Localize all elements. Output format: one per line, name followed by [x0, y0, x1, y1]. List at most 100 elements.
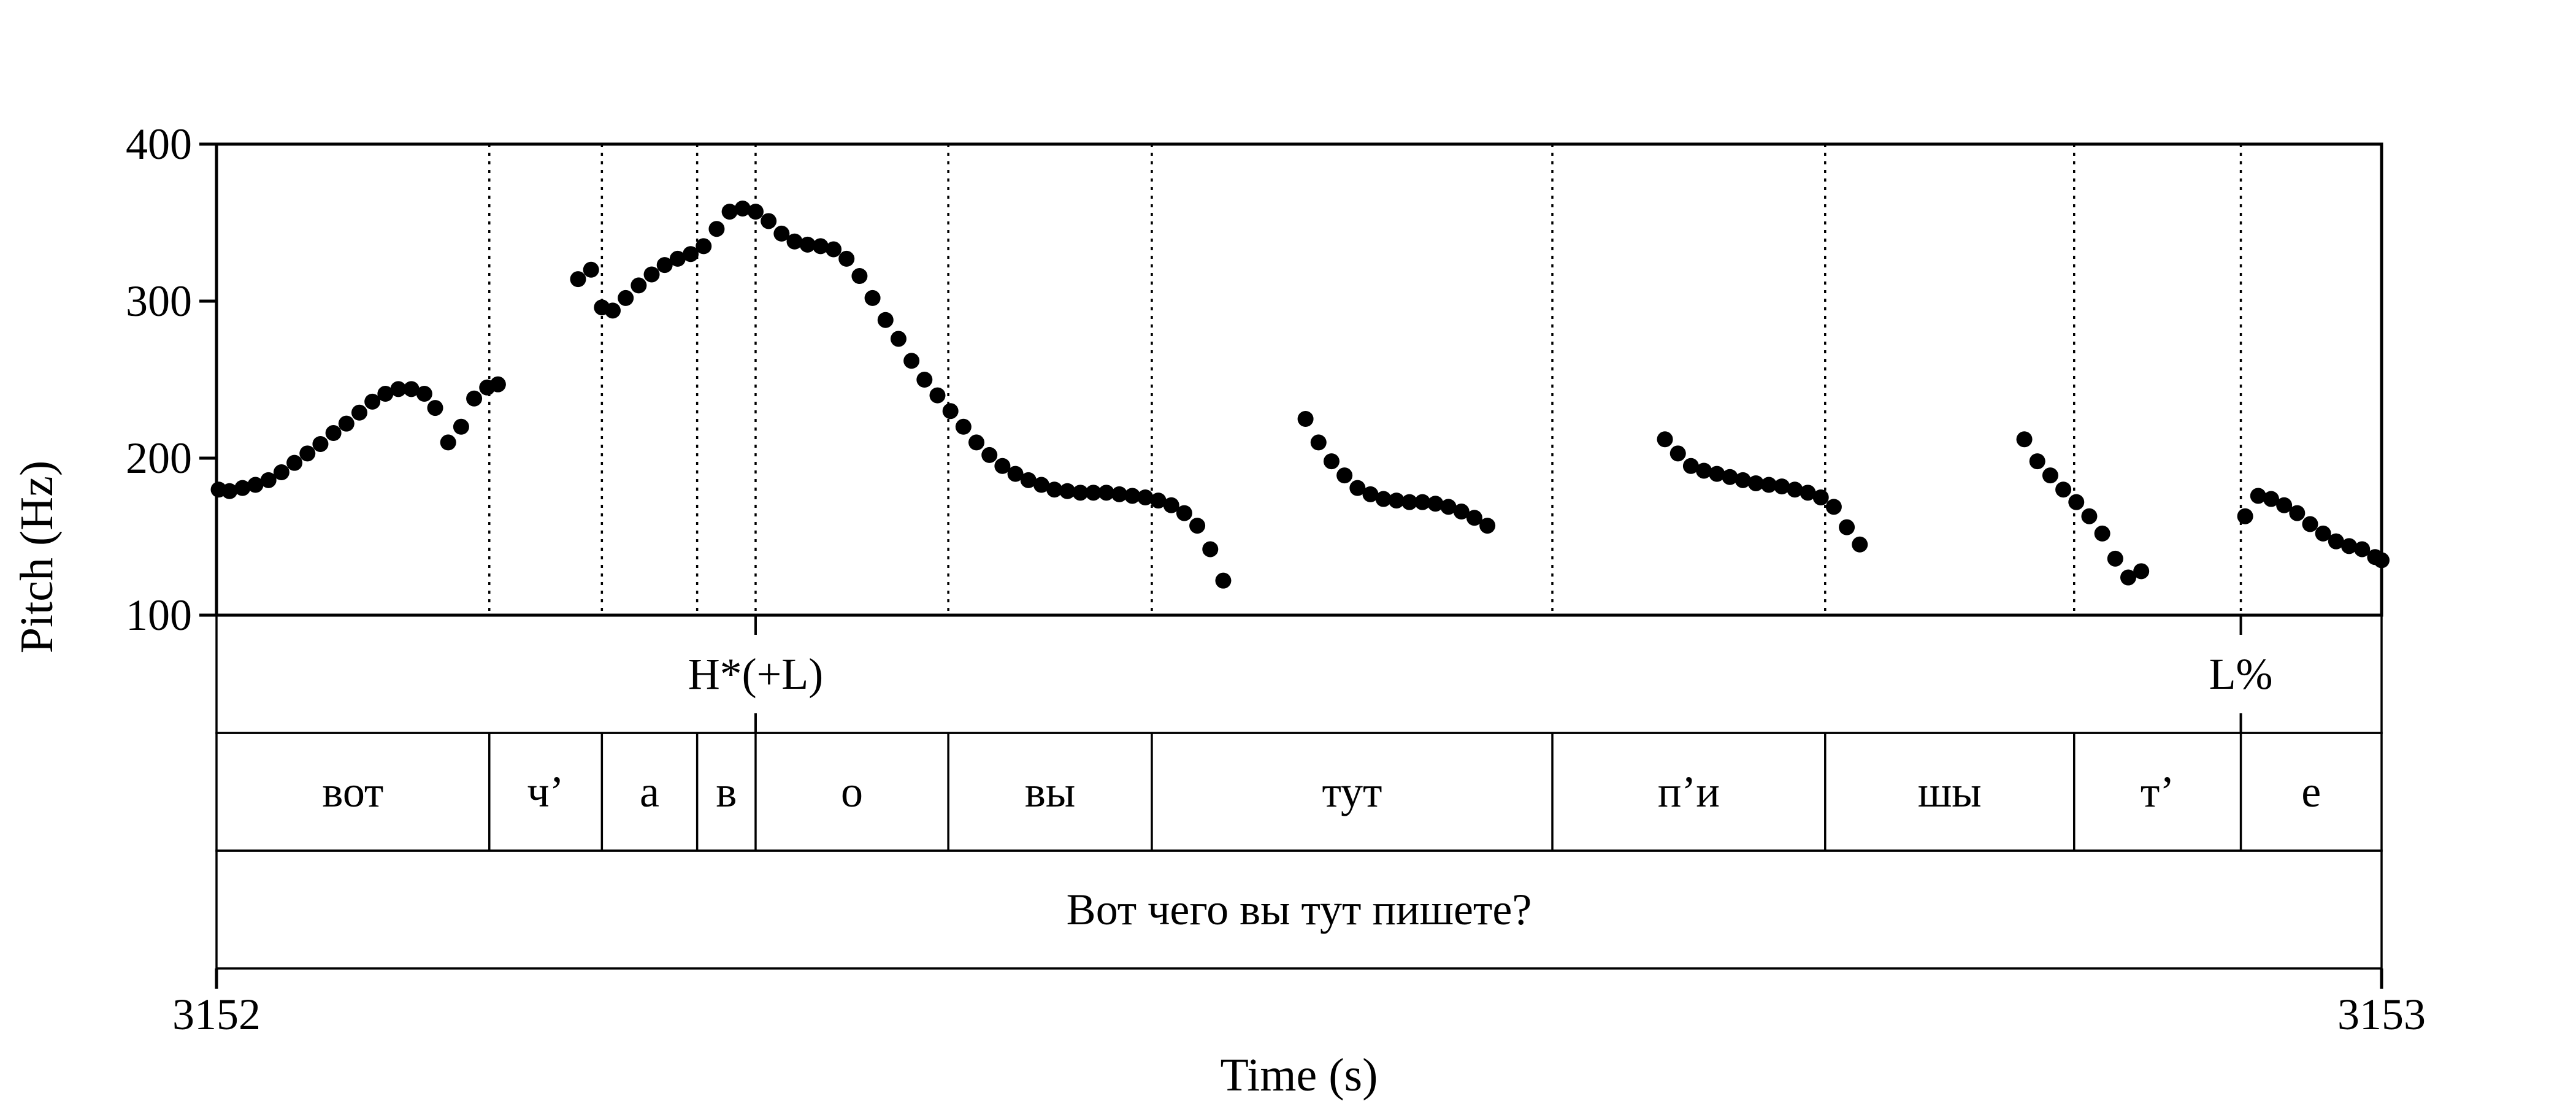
pitch-point	[1709, 466, 1725, 482]
pitch-point	[2081, 508, 2098, 524]
pitch-point	[427, 400, 443, 416]
pitch-point	[1202, 541, 1219, 558]
y-tick-label: 200	[126, 434, 192, 483]
pitch-point	[2374, 552, 2390, 569]
pitch-point	[994, 458, 1011, 474]
pitch-point	[968, 434, 985, 451]
x-tick-label-start: 3152	[172, 990, 261, 1039]
pitch-point	[1696, 462, 1712, 479]
pitch-point	[851, 268, 868, 285]
pitch-point	[1479, 518, 1496, 534]
pitch-point	[1453, 504, 1470, 520]
segment-label: е	[2301, 767, 2321, 816]
pitch-point	[929, 387, 946, 404]
pitch-point	[1362, 486, 1379, 502]
pitch-point	[2029, 453, 2045, 470]
pitch-point	[338, 415, 355, 432]
pitch-point	[1046, 481, 1063, 498]
pitch-point	[1761, 477, 1777, 493]
segment-label: шы	[1918, 767, 1982, 816]
pitch-point	[2237, 508, 2253, 524]
pitch-point	[656, 257, 673, 274]
pitch-point	[1137, 489, 1154, 505]
pitch-point	[2094, 525, 2110, 542]
pitch-point	[669, 250, 686, 267]
pitch-point	[812, 238, 829, 255]
pitch-point	[2107, 550, 2123, 567]
pitch-point	[1072, 485, 1089, 501]
tone-label: L%	[2209, 650, 2273, 699]
pitch-points	[210, 200, 2390, 589]
pitch-point	[877, 312, 894, 328]
pitch-point	[2289, 505, 2306, 521]
pitch-point	[955, 418, 972, 435]
pitch-point	[286, 454, 303, 471]
pitch-point	[260, 472, 277, 488]
pitch-point	[1310, 434, 1327, 451]
pitch-point	[1852, 536, 1868, 553]
pitch-point	[299, 445, 316, 462]
segment-label: п’и	[1658, 767, 1720, 816]
pitch-point	[1349, 480, 1366, 496]
pitch-point	[1774, 478, 1790, 495]
pitch-point	[916, 372, 933, 388]
pitch-point	[1059, 483, 1076, 499]
pitch-point	[2328, 533, 2344, 550]
pitch-point	[583, 261, 599, 278]
boundary-lines	[488, 144, 2242, 615]
x-axis-title: Time (s)	[1221, 1049, 1378, 1101]
pitch-point	[1098, 485, 1114, 501]
pitch-point	[2263, 491, 2279, 507]
sentence-tier: Вот чего вы тут пишете?	[1067, 885, 1532, 934]
pitch-point	[903, 353, 920, 369]
segment-label: т’	[2141, 767, 2174, 816]
pitch-point	[570, 271, 586, 288]
pitch-point	[1440, 499, 1457, 515]
pitch-point	[1111, 486, 1128, 502]
pitch-point	[453, 418, 469, 435]
segment-label: ч’	[527, 767, 564, 816]
pitch-point	[325, 425, 342, 442]
pitch-point	[1735, 472, 1751, 488]
sentence-label: Вот чего вы тут пишете?	[1067, 885, 1532, 934]
pitch-point	[864, 289, 881, 306]
pitch-point	[981, 447, 998, 463]
pitch-point	[1414, 494, 1431, 510]
pitch-point	[1466, 510, 1482, 526]
pitch-point	[1427, 496, 1444, 512]
pitch-point	[826, 241, 842, 258]
pitch-point	[721, 204, 738, 220]
segment-label: а	[640, 767, 659, 816]
pitch-point	[2315, 525, 2331, 542]
pitch-point	[1787, 481, 1803, 498]
pitch-point	[2276, 497, 2293, 513]
pitch-point	[1388, 493, 1405, 509]
segment-label: о	[841, 767, 863, 816]
pitch-point	[1007, 466, 1024, 482]
pitch-point	[1176, 505, 1192, 521]
pitch-point	[2341, 538, 2358, 554]
pitch-point	[1722, 469, 1738, 485]
pitch-point	[312, 435, 329, 452]
pitch-point	[1839, 519, 1855, 535]
pitch-point	[1124, 488, 1141, 504]
y-tick-label: 400	[126, 120, 192, 169]
pitch-point	[942, 403, 959, 420]
pitch-point	[1812, 489, 1829, 505]
pitch-point	[351, 404, 367, 421]
pitch-point	[2250, 488, 2266, 504]
pitch-point	[1323, 453, 1340, 470]
pitch-point	[631, 277, 647, 294]
pitch-point	[1020, 472, 1037, 488]
segment-tier: вот ч’ а в о вы тут п’и шы т’ е	[322, 733, 2321, 851]
pitch-point	[403, 381, 420, 397]
pitch-point	[618, 289, 634, 306]
pitch-point	[1297, 411, 1314, 427]
pitch-point	[364, 393, 381, 410]
pitch-point	[2302, 516, 2318, 532]
pitch-point	[377, 386, 394, 402]
pitch-point	[696, 238, 712, 255]
pitch-point	[708, 221, 725, 237]
pitch-point	[1657, 431, 1673, 448]
pitch-point	[1215, 572, 1232, 589]
